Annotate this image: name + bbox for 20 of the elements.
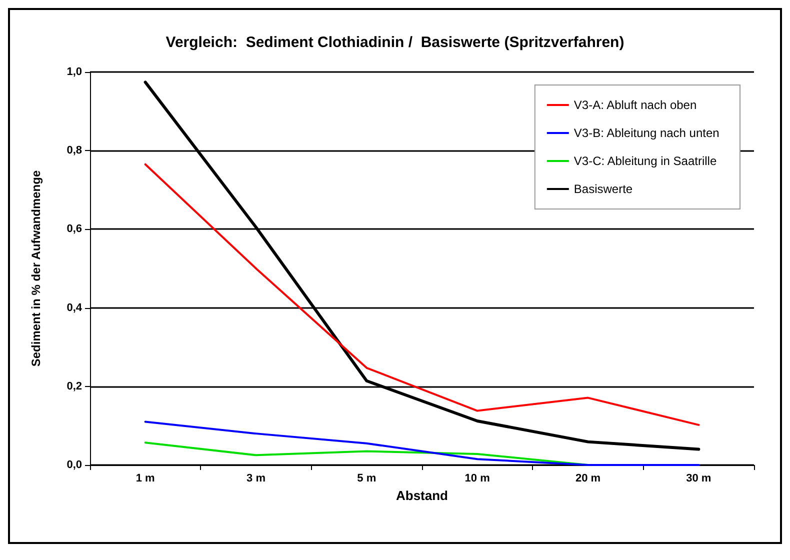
line-series xyxy=(144,420,700,466)
y-tick-label: 0,4 xyxy=(66,302,83,314)
y-tick-label: 1,0 xyxy=(66,66,82,78)
x-tick-label: 3 m xyxy=(246,472,266,484)
x-tick-label: 20 m xyxy=(575,472,601,484)
legend-label: Basiswerte xyxy=(574,182,633,196)
y-tick-label: 0,2 xyxy=(66,380,82,392)
y-tick-label: 0,0 xyxy=(66,459,82,471)
legend-label: V3-A: Abluft nach oben xyxy=(574,98,697,112)
x-axis-title: Abstand xyxy=(396,488,448,503)
legend-label: V3-B: Ableitung nach unten xyxy=(574,126,720,140)
chart-title: Vergleich: Sediment Clothiadinin / Basiswerte (Spritzverfahren) xyxy=(166,34,624,51)
x-tick-label: 1 m xyxy=(136,472,156,484)
y-tick-label: 0,8 xyxy=(66,144,82,157)
x-tick-label: 30 m xyxy=(686,472,712,484)
y-axis-title: Sediment in % der Aufwandmenge xyxy=(29,170,43,367)
x-tick-label: 5 m xyxy=(357,472,376,484)
x-tick-label: 10 m xyxy=(464,472,490,484)
y-tick-label: 0,6 xyxy=(66,223,82,236)
legend-label: V3-C: Ableitung in Saatrille xyxy=(574,154,717,168)
